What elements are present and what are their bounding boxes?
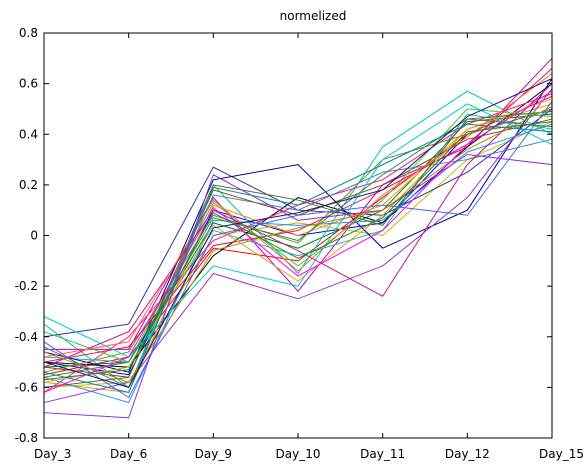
- y-tick-label: 0.8: [19, 26, 38, 40]
- y-tick-label: 0: [30, 229, 38, 243]
- y-tick-label: -0.6: [15, 380, 38, 394]
- series-line-27: [43, 153, 553, 419]
- series-line-14: [43, 108, 553, 373]
- y-tick-label: 0.4: [19, 127, 38, 141]
- y-tick-label: -0.8: [15, 431, 38, 445]
- series-line-31: [43, 78, 553, 388]
- series-line-24: [43, 101, 553, 399]
- y-tick-label: -0.2: [15, 279, 38, 293]
- x-tick-label: Day_11: [360, 447, 405, 461]
- series-line-30: [43, 90, 553, 393]
- series-line-29: [43, 123, 553, 394]
- series-line-25: [43, 73, 553, 358]
- y-tick-label: 0.6: [19, 77, 38, 91]
- series-layer: [43, 57, 553, 419]
- x-tick-label: Day_15: [539, 447, 584, 461]
- x-tick-label: Day_10: [276, 447, 321, 461]
- chart-title: normelized: [280, 9, 347, 23]
- series-line-13: [43, 78, 553, 373]
- series-line-26: [43, 118, 553, 378]
- y-tick-label: -0.4: [15, 330, 38, 344]
- series-line-28: [43, 105, 553, 383]
- y-tick-label: 0.2: [19, 178, 38, 192]
- x-tick-label: Day_3: [34, 447, 71, 461]
- y-axis: -0.8 -0.6 -0.4 -0.2 0 0.2 0.4 0.6 0.8: [15, 26, 552, 445]
- x-tick-label: Day_12: [445, 447, 490, 461]
- series-line-20: [43, 98, 553, 383]
- x-tick-label: Day_9: [195, 447, 232, 461]
- x-axis: Day_3 Day_6 Day_9 Day_10 Day_11 Day_12 Day_15: [34, 33, 584, 461]
- series-line-16: [43, 123, 553, 404]
- series-line-32: [43, 121, 553, 381]
- x-tick-label: Day_6: [110, 447, 147, 461]
- series-line-22: [43, 83, 553, 368]
